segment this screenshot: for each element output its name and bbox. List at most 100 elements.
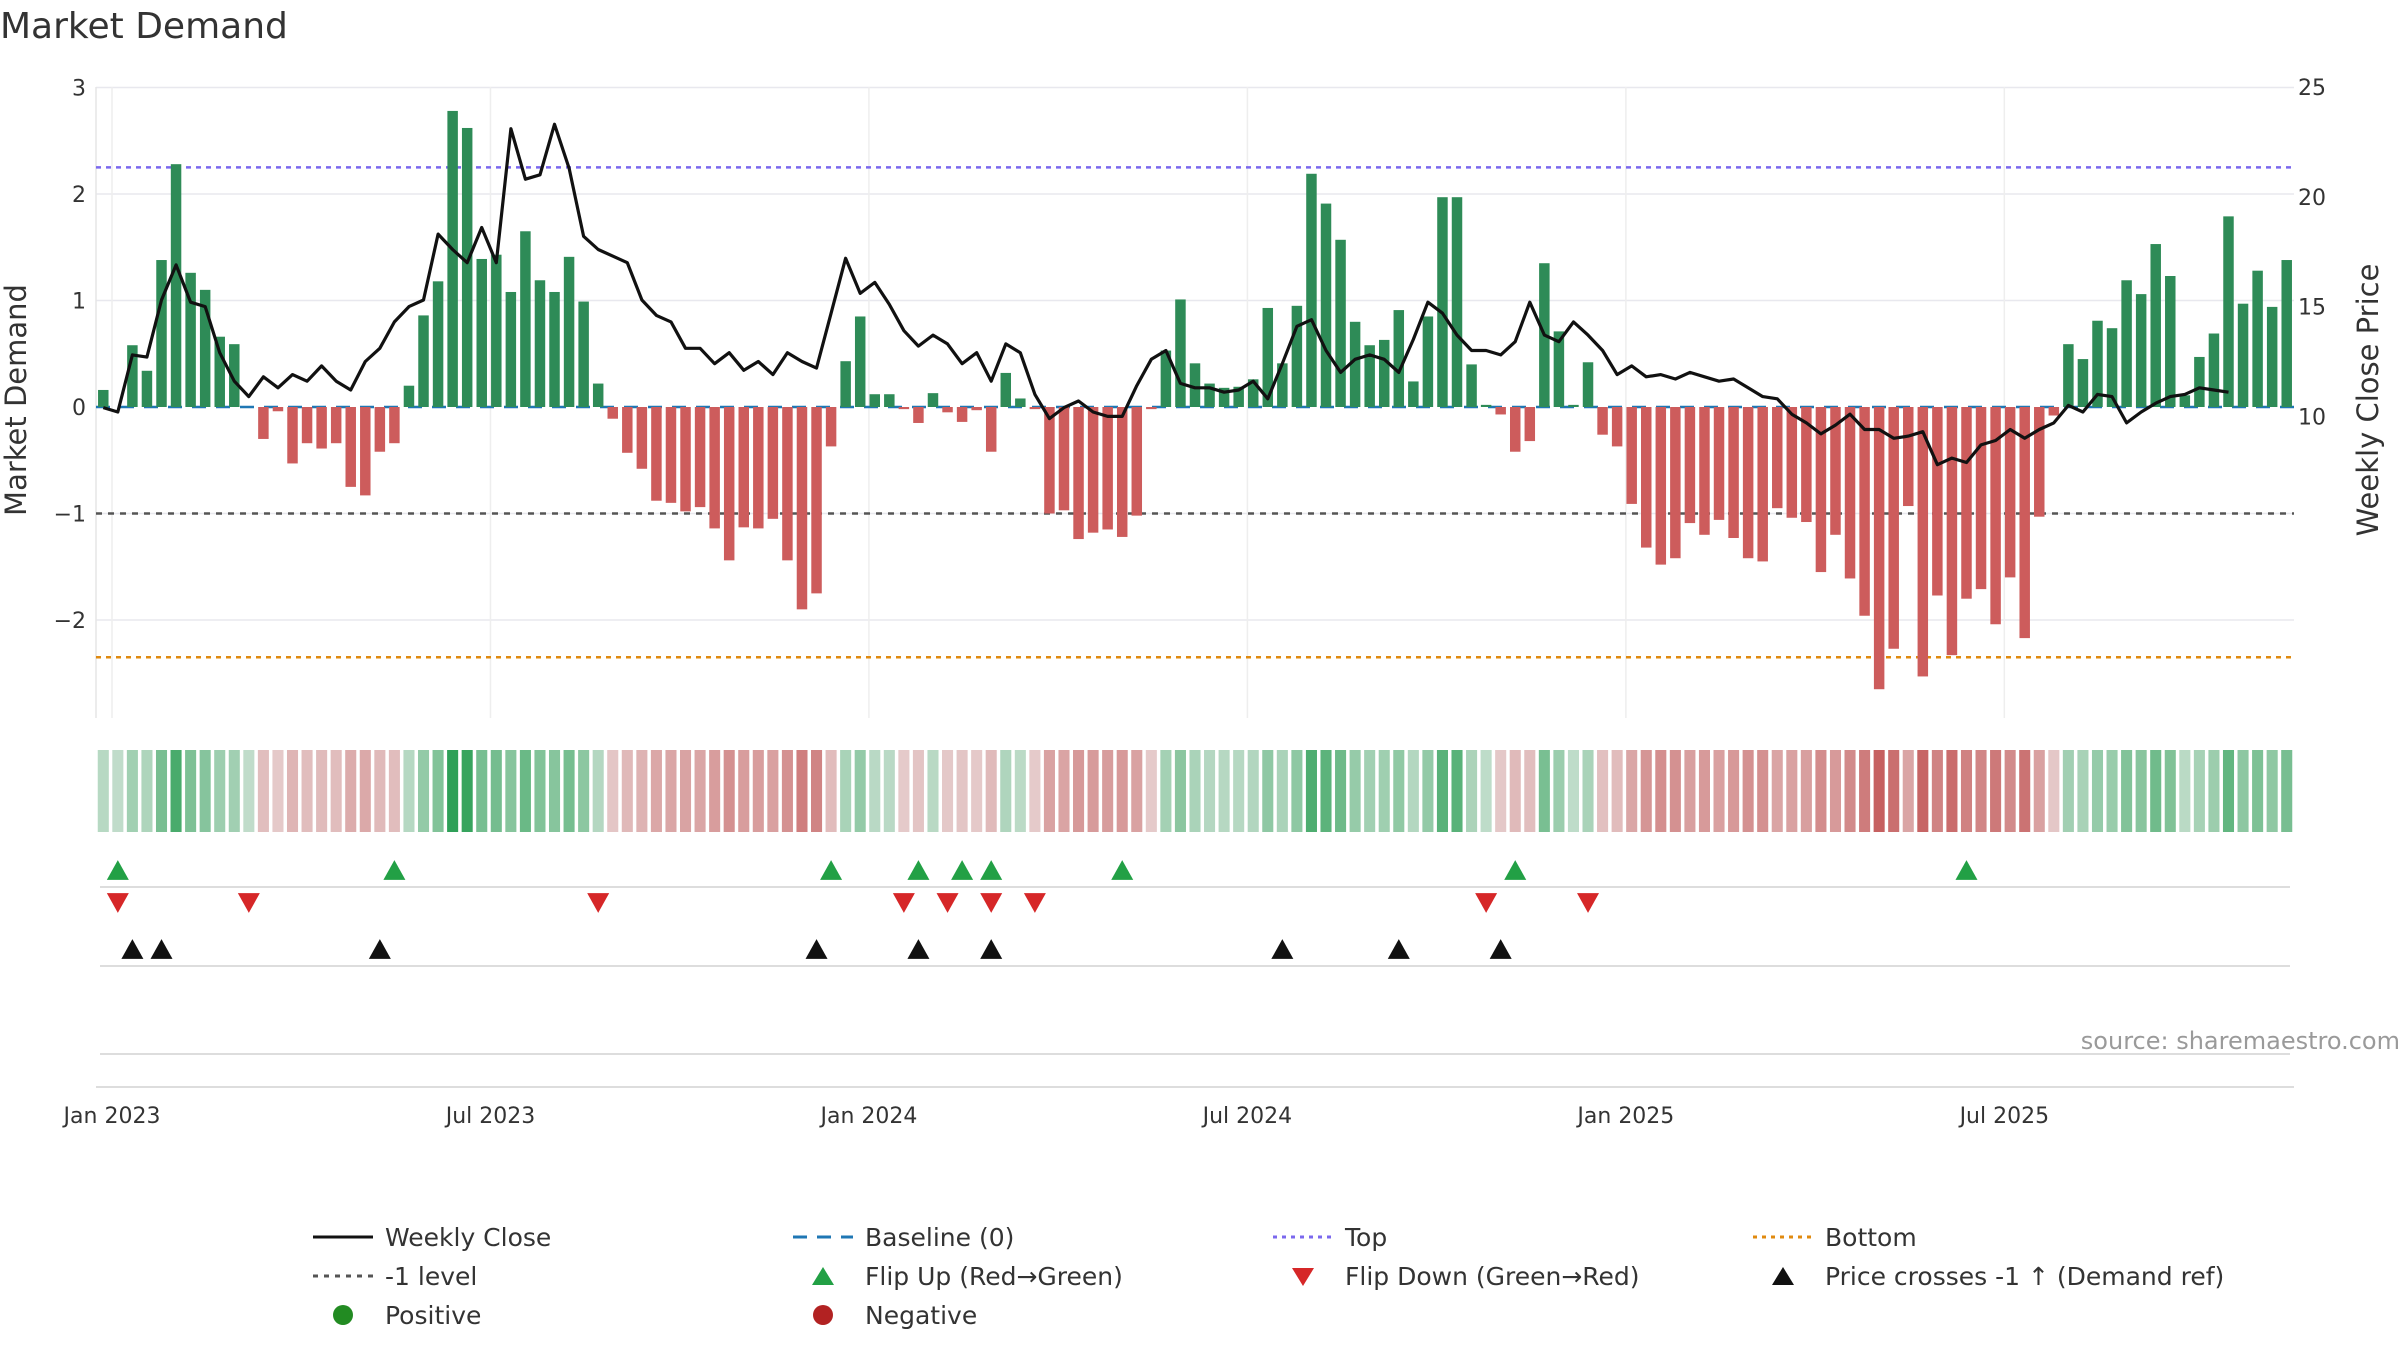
legend-top-label: Top — [1344, 1223, 1387, 1252]
demand-bar — [520, 231, 531, 407]
legend-minus-one-label: -1 level — [385, 1262, 477, 1291]
strip-cell — [243, 750, 255, 832]
legend-flip-up: Flip Up (Red→Green) — [812, 1262, 1123, 1291]
strip-cell — [316, 750, 328, 832]
legend-flip-down: Flip Down (Green→Red) — [1292, 1262, 1640, 1291]
strip-cell — [228, 750, 240, 832]
demand-bar — [1335, 239, 1346, 407]
strip-cell — [563, 750, 575, 832]
strip-cell — [432, 750, 444, 832]
flip-up-marker — [980, 860, 1003, 880]
positive-dot-icon — [333, 1305, 353, 1325]
demand-bar — [476, 258, 487, 407]
demand-bar — [1073, 407, 1084, 540]
strip-cell — [490, 750, 502, 832]
demand-bar — [1699, 407, 1710, 535]
strip-cell — [1698, 750, 1711, 832]
strip-cell — [796, 750, 808, 832]
legend-bottom: Bottom — [1753, 1223, 1917, 1252]
demand-bar — [1116, 407, 1128, 537]
y2-tick-label: 25 — [2298, 76, 2326, 101]
demand-bar — [942, 407, 953, 413]
demand-bar — [1568, 404, 1579, 407]
demand-bar — [1451, 197, 1463, 407]
demand-bar — [1509, 407, 1521, 452]
demand-bar — [1728, 407, 1739, 538]
demand-bar — [1000, 372, 1012, 407]
strip-cell — [1378, 750, 1390, 832]
demand-bar — [1262, 307, 1274, 407]
y2-axis-title: Weekly Close Price — [2351, 264, 2385, 537]
demand-bar — [1306, 173, 1317, 407]
legend-flip-up-label: Flip Up (Red→Green) — [865, 1262, 1123, 1291]
demand-bar — [1626, 407, 1637, 504]
y2-tick-label: 20 — [2298, 186, 2326, 211]
strip-cell — [1669, 750, 1681, 832]
strip-cell — [1990, 750, 2002, 832]
strip-cell — [1859, 750, 1871, 832]
demand-bar — [1437, 197, 1448, 407]
strip-cell — [2179, 750, 2191, 832]
demand-bar — [127, 345, 138, 407]
legend-weekly-close: Weekly Close — [313, 1223, 551, 1252]
demand-bar — [1801, 407, 1812, 523]
demand-bar — [651, 407, 662, 501]
demand-bar — [825, 407, 837, 447]
demand-bar — [1233, 386, 1244, 407]
strip-cell — [665, 750, 677, 832]
strip-cell — [447, 750, 459, 832]
strip-cell — [1436, 750, 1448, 832]
demand-bar — [738, 407, 749, 528]
strip-cell — [2019, 750, 2031, 832]
weekly-close-polyline — [102, 122, 2229, 467]
price-cross-marker — [1489, 939, 1512, 959]
y-tick-label: 2 — [72, 183, 86, 208]
strip-cell — [403, 750, 415, 832]
demand-bar — [2077, 359, 2089, 407]
strip-cell — [1917, 750, 1929, 832]
strip-cell — [330, 750, 342, 832]
strip-cell — [2077, 750, 2089, 832]
strip-cell — [272, 750, 284, 832]
strip-cell — [1291, 750, 1303, 832]
strip-cell — [1393, 750, 1405, 832]
demand-bar — [971, 407, 982, 411]
strip-cell — [359, 750, 371, 832]
demand-bar — [2048, 407, 2060, 416]
demand-bar — [1378, 339, 1390, 407]
strip-cell — [1815, 750, 1827, 832]
flip-up-marker — [951, 860, 974, 880]
strip-cell — [956, 750, 968, 832]
y-tick-label: 0 — [72, 396, 86, 421]
demand-bar — [360, 407, 371, 496]
weekly-close-line — [102, 122, 2229, 467]
strip-cell — [505, 750, 517, 832]
demand-bar — [272, 407, 284, 412]
demand-bar — [447, 110, 458, 408]
strip-cell — [286, 750, 299, 832]
y2-tick-label: 15 — [2298, 296, 2326, 321]
demand-bar — [1859, 407, 1870, 616]
demand-bar — [1422, 316, 1434, 407]
demand-bar — [1524, 407, 1536, 442]
strip-cell — [942, 750, 954, 832]
right-axis-ticks: 25 20 15 10 — [2298, 76, 2326, 430]
demand-bar — [1495, 407, 1506, 415]
demand-bar — [1087, 407, 1099, 533]
flip-up-marker — [907, 860, 930, 880]
demand-bars — [98, 110, 2292, 690]
legend-price-cross-label: Price crosses -1 ↑ (Demand ref) — [1825, 1262, 2224, 1291]
demand-bar — [985, 407, 997, 452]
demand-bar — [2266, 306, 2278, 407]
strip-cell — [694, 750, 706, 832]
strip-cell — [1742, 750, 1754, 832]
x-tick-label: Jan 2025 — [1575, 1104, 1674, 1129]
strip-cell — [1000, 750, 1012, 832]
demand-bar — [1684, 407, 1696, 524]
strip-cell — [1102, 750, 1114, 832]
strip-cell — [767, 750, 779, 832]
demand-bar — [2121, 280, 2132, 407]
demand-bar — [665, 407, 677, 503]
strip-cell — [1931, 750, 1943, 832]
